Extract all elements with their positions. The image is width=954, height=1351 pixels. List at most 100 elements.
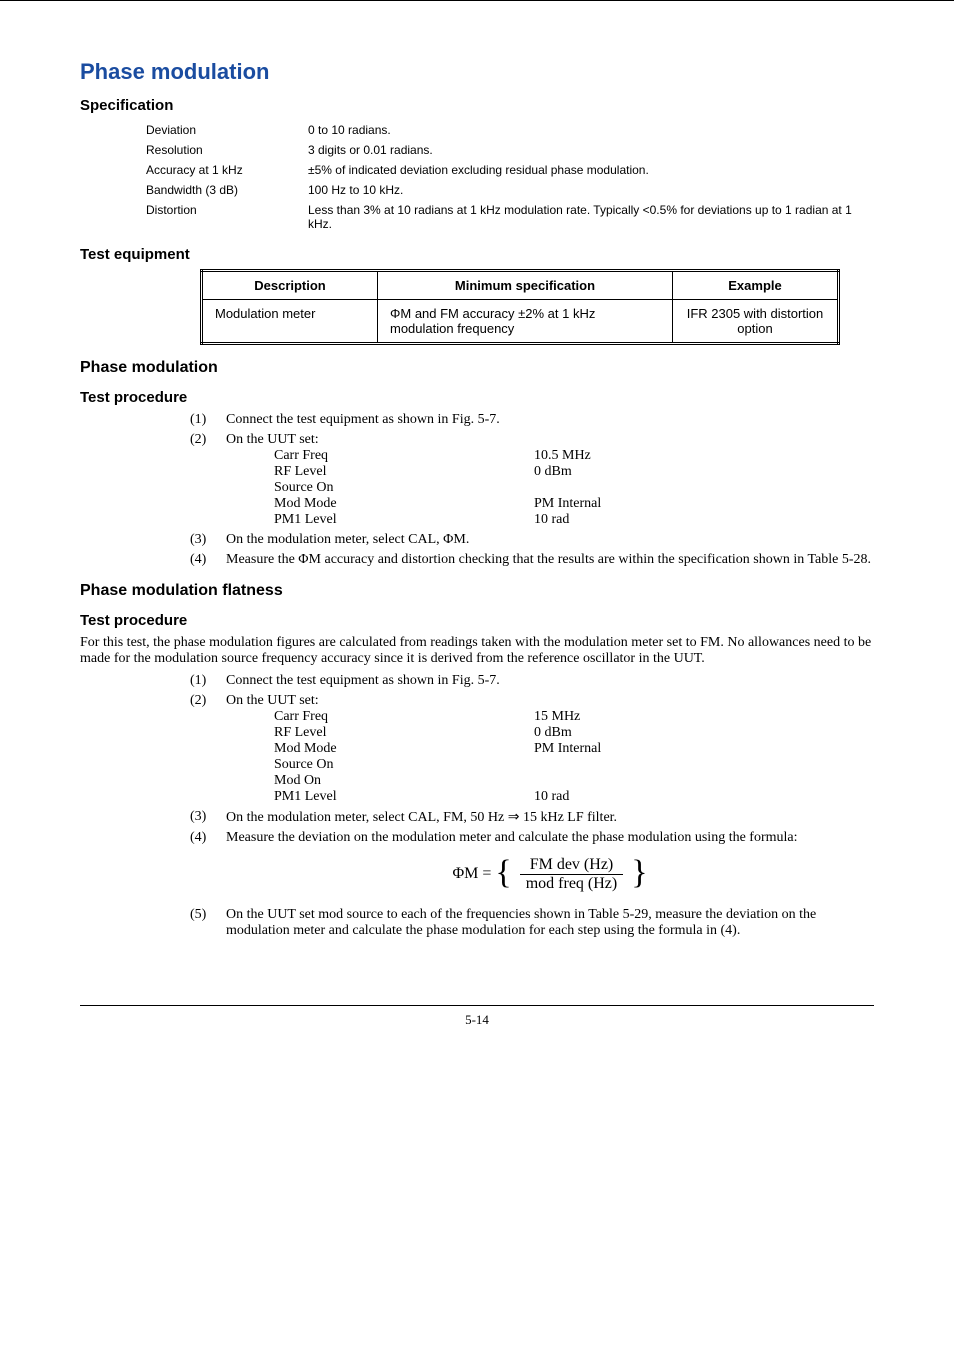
setting-row: Mod ModePM Internal: [226, 741, 874, 757]
phase-modulation-heading: Phase modulation: [80, 359, 874, 377]
setting-row: PM1 Level10 rad: [226, 789, 874, 805]
procedure-heading: Test procedure: [80, 612, 874, 629]
step-intro: On the UUT set:: [226, 693, 319, 708]
step-body: On the modulation meter, select CAL, FM,…: [226, 809, 874, 826]
spec-label: Distortion: [140, 200, 302, 234]
setting-val: PM Internal: [534, 741, 874, 757]
step-number: (3): [190, 532, 226, 548]
step-number: (1): [190, 412, 226, 428]
setting-val: 10 rad: [534, 512, 874, 528]
table-row: Deviation 0 to 10 radians.: [140, 120, 874, 140]
spec-value: 0 to 10 radians.: [302, 120, 874, 140]
setting-val: 0 dBm: [534, 464, 874, 480]
setting-row: RF Level0 dBm: [226, 725, 874, 741]
spec-value: ±5% of indicated deviation excluding res…: [302, 160, 874, 180]
list-item: (4) Measure the ΦM accuracy and distorti…: [190, 552, 874, 568]
table-row: Resolution 3 digits or 0.01 radians.: [140, 140, 874, 160]
setting-val: [534, 773, 874, 789]
setting-val: 10.5 MHz: [534, 448, 874, 464]
setting-row: Mod On: [226, 773, 874, 789]
fraction: FM dev (Hz) mod freq (Hz): [520, 856, 624, 893]
equip-description: Modulation meter: [202, 300, 378, 344]
step-number: (4): [190, 552, 226, 568]
spec-label: Bandwidth (3 dB): [140, 180, 302, 200]
flatness-intro: For this test, the phase modulation figu…: [80, 635, 874, 667]
setting-key: Mod On: [274, 773, 534, 789]
setting-row: RF Level0 dBm: [226, 464, 874, 480]
list-item: (1) Connect the test equipment as shown …: [190, 412, 874, 428]
list-item: (5) On the UUT set mod source to each of…: [190, 907, 874, 939]
col-header: Example: [673, 271, 839, 300]
fraction-denominator: mod freq (Hz): [520, 875, 624, 893]
setting-row: PM1 Level10 rad: [226, 512, 874, 528]
table-row: Accuracy at 1 kHz ±5% of indicated devia…: [140, 160, 874, 180]
step-number: (5): [190, 907, 226, 939]
setting-key: Carr Freq: [274, 448, 534, 464]
step-body: On the UUT set: Carr Freq10.5 MHz RF Lev…: [226, 432, 874, 528]
step-body: Measure the ΦM accuracy and distortion c…: [226, 552, 874, 568]
step-number: (1): [190, 673, 226, 689]
col-header: Minimum specification: [378, 271, 673, 300]
equip-minspec: ΦM and FM accuracy ±2% at 1 kHz modulati…: [378, 300, 673, 344]
test-equipment-heading: Test equipment: [80, 246, 874, 263]
specification-heading: Specification: [80, 97, 874, 114]
setting-key: Mod Mode: [274, 496, 534, 512]
table-row: Distortion Less than 3% at 10 radians at…: [140, 200, 874, 234]
step-number: (3): [190, 809, 226, 826]
setting-key: Source On: [274, 480, 534, 496]
setting-key: PM1 Level: [274, 512, 534, 528]
step-body: Connect the test equipment as shown in F…: [226, 412, 874, 428]
list-item: (2) On the UUT set: Carr Freq15 MHz RF L…: [190, 693, 874, 805]
spec-value: 3 digits or 0.01 radians.: [302, 140, 874, 160]
page-footer: 5-14: [80, 1005, 874, 1028]
fraction-numerator: FM dev (Hz): [520, 856, 624, 875]
list-item: (2) On the UUT set: Carr Freq10.5 MHz RF…: [190, 432, 874, 528]
page-content: Phase modulation Specification Deviation…: [0, 0, 954, 975]
formula-lhs: ΦM =: [452, 865, 491, 882]
step-body: On the modulation meter, select CAL, ΦM.: [226, 532, 874, 548]
equipment-table: Description Minimum specification Exampl…: [200, 269, 840, 345]
step-body: On the UUT set mod source to each of the…: [226, 907, 874, 939]
table-header-row: Description Minimum specification Exampl…: [202, 271, 839, 300]
col-header: Description: [202, 271, 378, 300]
spec-value: Less than 3% at 10 radians at 1 kHz modu…: [302, 200, 874, 234]
setting-row: Mod ModePM Internal: [226, 496, 874, 512]
step-number: (2): [190, 432, 226, 528]
flatness-heading: Phase modulation flatness: [80, 582, 874, 600]
setting-val: 0 dBm: [534, 725, 874, 741]
setting-key: Mod Mode: [274, 741, 534, 757]
step-number: (4): [190, 830, 226, 903]
list-item: (4) Measure the deviation on the modulat…: [190, 830, 874, 903]
procedure-list: (1) Connect the test equipment as shown …: [190, 673, 874, 939]
step-body: Measure the deviation on the modulation …: [226, 830, 874, 903]
list-item: (1) Connect the test equipment as shown …: [190, 673, 874, 689]
setting-val: [534, 757, 874, 773]
step-intro: On the UUT set:: [226, 432, 319, 447]
setting-row: Carr Freq15 MHz: [226, 709, 874, 725]
brace-icon: {: [495, 856, 511, 890]
spec-label: Deviation: [140, 120, 302, 140]
procedure-heading: Test procedure: [80, 389, 874, 406]
setting-key: RF Level: [274, 725, 534, 741]
list-item: (3) On the modulation meter, select CAL,…: [190, 532, 874, 548]
specification-table: Deviation 0 to 10 radians. Resolution 3 …: [140, 120, 874, 234]
step-number: (2): [190, 693, 226, 805]
setting-val: 15 MHz: [534, 709, 874, 725]
spec-label: Resolution: [140, 140, 302, 160]
setting-row: Source On: [226, 757, 874, 773]
step-body: On the UUT set: Carr Freq15 MHz RF Level…: [226, 693, 874, 805]
list-item: (3) On the modulation meter, select CAL,…: [190, 809, 874, 826]
spec-value: 100 Hz to 10 kHz.: [302, 180, 874, 200]
brace-icon: }: [631, 856, 647, 890]
step-body: Connect the test equipment as shown in F…: [226, 673, 874, 689]
setting-key: Source On: [274, 757, 534, 773]
setting-val: [534, 480, 874, 496]
section-title: Phase modulation: [80, 59, 874, 85]
setting-key: PM1 Level: [274, 789, 534, 805]
setting-val: 10 rad: [534, 789, 874, 805]
setting-val: PM Internal: [534, 496, 874, 512]
setting-key: RF Level: [274, 464, 534, 480]
table-row: Modulation meter ΦM and FM accuracy ±2% …: [202, 300, 839, 344]
table-row: Bandwidth (3 dB) 100 Hz to 10 kHz.: [140, 180, 874, 200]
setting-row: Carr Freq10.5 MHz: [226, 448, 874, 464]
